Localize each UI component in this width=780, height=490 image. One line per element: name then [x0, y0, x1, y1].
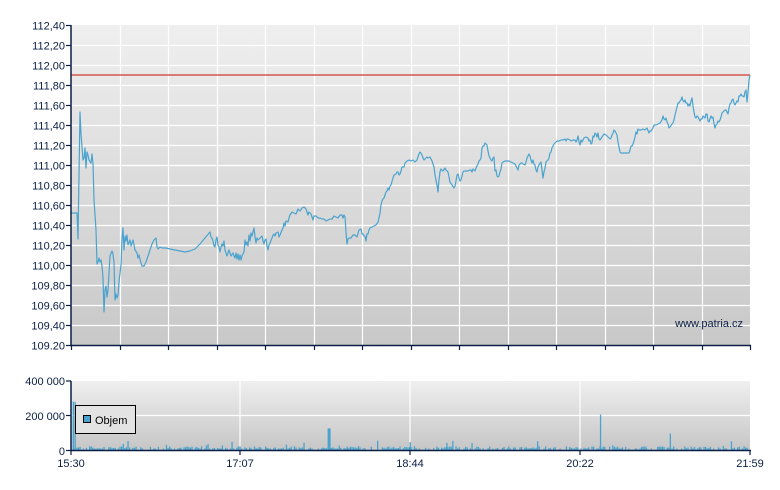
legend-label: Objem	[95, 415, 127, 427]
price-y-tick-label: 110,80	[32, 181, 65, 193]
price-y-tick-label: 111,40	[33, 121, 65, 133]
volume-legend: Objem	[75, 405, 136, 434]
price-y-tick-label: 111,60	[33, 101, 65, 113]
price-line	[71, 74, 751, 313]
volume-y-tick-label: 200 000	[25, 411, 65, 423]
price-y-tick-label: 110,00	[32, 261, 65, 273]
price-y-tick-label: 110,60	[32, 201, 65, 213]
volume-y-ticks: 400 000 200 000 0	[25, 376, 71, 458]
x-tick-label: 21:59	[736, 458, 764, 470]
time-x-ticks: 15:30 17:07 18:44 20:22 21:59	[57, 450, 764, 470]
volume-y-tick-label: 0	[59, 446, 65, 458]
watermark: www.patria.cz	[674, 318, 743, 330]
volume-grid	[71, 381, 750, 450]
price-y-tick-label: 109,80	[31, 281, 65, 293]
price-y-tick-label: 112,40	[32, 21, 65, 33]
price-y-tick-label: 112,00	[32, 61, 65, 73]
price-y-tick-label: 109.20	[31, 341, 65, 353]
x-tick-label: 20:22	[566, 458, 594, 470]
volume-y-tick-label: 400 000	[25, 376, 65, 388]
price-grid	[71, 25, 750, 345]
volume-panel: 400 000 200 000 0 15:30 17:07 18:44 20:2…	[25, 376, 764, 470]
legend-swatch-icon	[83, 415, 91, 423]
price-y-tick-label: 111,20	[33, 141, 65, 153]
price-y-tick-label: 109,40	[31, 321, 65, 333]
price-y-tick-label: 110,40	[32, 221, 65, 233]
price-y-tick-label: 112,20	[32, 41, 65, 53]
price-panel: www.patria.cz 112,40112,20112,00111,8011…	[31, 21, 752, 353]
volume-bars	[72, 401, 748, 450]
price-y-tick-label: 110,20	[32, 241, 65, 253]
x-tick-label: 15:30	[57, 458, 85, 470]
x-tick-label: 17:07	[226, 458, 254, 470]
price-x-ticks	[70, 345, 752, 350]
price-y-tick-label: 109,60	[31, 301, 65, 313]
price-y-tick-label: 111,80	[33, 81, 65, 93]
x-tick-label: 18:44	[396, 458, 424, 470]
price-y-tick-label: 111,00	[33, 161, 65, 173]
price-y-ticks: 112,40 112,20 112,00 111,80 111,60 111,40 111,…	[31, 21, 71, 353]
